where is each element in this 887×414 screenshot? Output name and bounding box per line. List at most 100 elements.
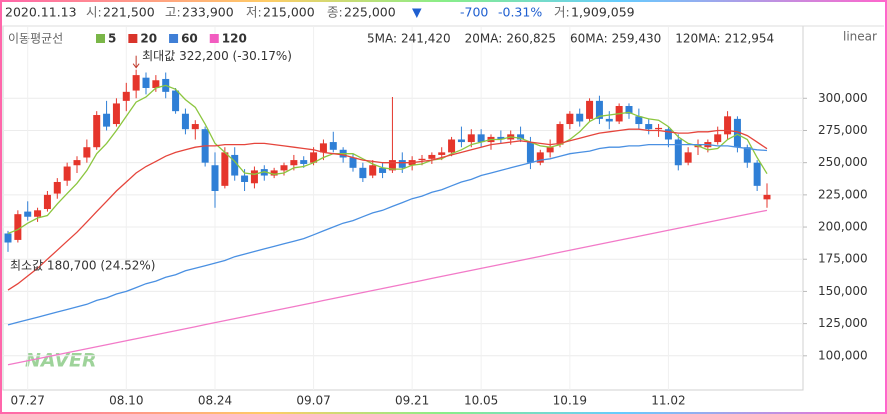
ma-value: 241,420 (401, 32, 451, 46)
x-tick-label: 11.02 (651, 394, 685, 408)
candle-body (536, 152, 544, 163)
candle-body (388, 160, 396, 171)
candle-body (152, 80, 160, 88)
legend-label: 20 (140, 32, 157, 46)
open-label: 시: (86, 5, 102, 20)
candle-body (566, 113, 574, 125)
candle-body (43, 194, 51, 210)
legend-swatch (96, 34, 105, 43)
x-tick-label: 07.27 (11, 394, 45, 408)
candle-body (191, 124, 199, 130)
candle-body (546, 147, 554, 153)
candle-body (300, 160, 308, 164)
candle-body (359, 167, 367, 179)
candle-body (753, 162, 761, 186)
volume-label: 거: (554, 5, 570, 20)
annotation-arrowhead (132, 63, 140, 69)
candle-body (349, 157, 357, 168)
candle-body (53, 181, 61, 194)
candle-body (526, 142, 534, 163)
x-tick-label: 10.05 (464, 394, 498, 408)
candle-body (655, 127, 663, 130)
candle-body (4, 233, 12, 243)
volume: 1,909,059 (571, 5, 635, 20)
candle-body (369, 165, 377, 176)
ma-label: 20MA: (465, 32, 503, 46)
ma-value: 259,430 (612, 32, 662, 46)
date: 2020.11.13 (5, 5, 77, 20)
ma-line (7, 84, 768, 235)
candle-body (418, 158, 426, 161)
candle-body (181, 113, 189, 130)
candle-body (14, 214, 22, 240)
ma-label: 120MA: (675, 32, 720, 46)
candle-body (73, 160, 81, 166)
candle-body (319, 143, 327, 153)
candle-body (24, 211, 32, 217)
candle-body (645, 124, 653, 130)
legend-label: 5 (108, 32, 116, 46)
candle-body (576, 113, 584, 122)
high-label: 고: (165, 5, 181, 20)
x-tick-label: 10.19 (553, 394, 587, 408)
candle-body (270, 170, 278, 176)
legend-swatch (209, 34, 219, 43)
candle-body (172, 90, 180, 112)
x-tick-label: 08.10 (109, 394, 143, 408)
ma-label: 60MA: (570, 32, 608, 46)
candle-body (674, 139, 682, 166)
ma-label: 5MA: (367, 32, 397, 46)
close: 225,000 (344, 5, 396, 20)
candle-body (329, 142, 337, 150)
low: 215,000 (263, 5, 315, 20)
candle-body (625, 106, 633, 114)
plot-frame (2, 25, 804, 391)
ma-line (7, 209, 768, 366)
y-tick-label: 275,000 (818, 123, 868, 137)
change-pct: -0.31% (498, 5, 542, 20)
x-tick-label: 09.21 (395, 394, 429, 408)
candle-body (457, 139, 465, 143)
candle-body (34, 210, 42, 217)
x-tick-label: 08.24 (198, 394, 232, 408)
x-tick-label: 09.07 (296, 394, 330, 408)
legend-swatch (169, 34, 179, 43)
candle-body (684, 152, 692, 163)
high: 233,900 (182, 5, 234, 20)
open: 221,500 (103, 5, 155, 20)
candle-body (93, 115, 101, 148)
candle-body (605, 118, 613, 122)
candle-body (763, 194, 771, 200)
candle-body (635, 116, 643, 125)
ma-line (7, 143, 768, 326)
candle-body (112, 103, 120, 125)
candle-body (477, 134, 485, 143)
annotation: 최소값 180,700 (24.52%) (10, 258, 156, 272)
candle-body (211, 165, 219, 191)
candle-body (664, 129, 672, 140)
y-tick-label: 225,000 (818, 187, 868, 201)
candle-body (83, 147, 91, 158)
candle-body (103, 113, 111, 127)
candle-body (241, 175, 249, 182)
y-tick-label: 125,000 (818, 316, 868, 330)
y-tick-label: 300,000 (818, 91, 868, 105)
change: -700 (460, 5, 488, 20)
close-label: 종: (327, 5, 343, 20)
legend-label: 120 (222, 32, 247, 46)
annotation: 최대값 322,200 (-30.17%) (142, 49, 292, 63)
candle-body (280, 165, 288, 171)
candle-body (250, 170, 258, 184)
y-tick-label: 200,000 (818, 220, 868, 234)
y-tick-label: 250,000 (818, 155, 868, 169)
candle-body (743, 147, 751, 163)
candle-body (122, 91, 130, 101)
y-tick-label: 150,000 (818, 284, 868, 298)
change-arrow: ▼ (412, 5, 422, 20)
y-tick-label: 100,000 (818, 348, 868, 362)
ma-value: 260,825 (506, 32, 556, 46)
candle-body (231, 154, 239, 176)
candle-body (290, 160, 298, 166)
candle-body (132, 75, 140, 91)
